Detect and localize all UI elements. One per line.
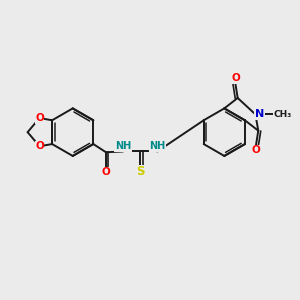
Text: O: O <box>102 167 110 177</box>
Text: NH: NH <box>115 141 131 151</box>
Text: O: O <box>35 113 44 123</box>
Text: NH: NH <box>149 141 165 151</box>
Text: O: O <box>231 73 240 83</box>
Text: O: O <box>35 141 44 151</box>
Text: S: S <box>136 166 144 178</box>
Text: N: N <box>255 109 264 119</box>
Text: O: O <box>252 146 260 155</box>
Text: CH₃: CH₃ <box>274 110 292 119</box>
